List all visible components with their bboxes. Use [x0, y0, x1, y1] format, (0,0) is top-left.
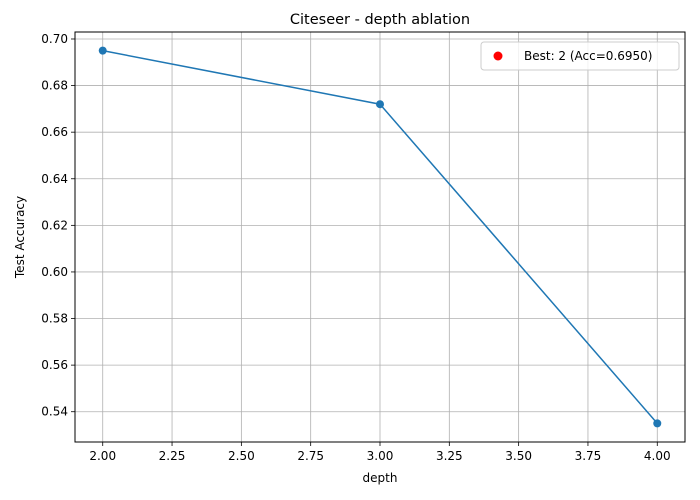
x-tick-label: 4.00 [644, 449, 671, 463]
x-tick-label: 2.00 [89, 449, 116, 463]
legend: Best: 2 (Acc=0.6950) [480, 41, 680, 71]
y-tick-label: 0.56 [41, 358, 68, 372]
y-tick-label: 0.68 [41, 79, 68, 93]
y-tick-label: 0.60 [41, 265, 68, 279]
x-tick-label: 3.75 [575, 449, 602, 463]
data-point [98, 46, 107, 55]
y-tick-label: 0.66 [41, 125, 68, 139]
y-tick-label: 0.58 [41, 312, 68, 326]
grid-layer [75, 32, 685, 442]
x-tick-label: 2.25 [159, 449, 186, 463]
chart-title: Citeseer - depth ablation [290, 12, 470, 28]
data-point [376, 100, 384, 109]
x-tick-label: 3.00 [367, 449, 394, 463]
y-tick-label: 0.70 [41, 32, 68, 46]
legend-label: Best: 2 (Acc=0.6950) [524, 49, 652, 63]
x-tick-label: 3.50 [505, 449, 532, 463]
data-point [653, 419, 662, 428]
y-tick-label: 0.54 [41, 405, 68, 419]
tick-layer: 2.00 2.25 2.50 2.75 3.00 3.25 3.50 3.75 4.00 0.54… [41, 32, 670, 463]
series-layer [98, 46, 662, 428]
legend-box [480, 41, 680, 71]
legend-marker [493, 51, 503, 61]
y-axis-label: Test Accuracy [13, 196, 27, 279]
y-tick-label: 0.64 [41, 172, 68, 186]
y-tick-label: 0.62 [41, 218, 68, 232]
x-tick-label: 2.50 [228, 449, 255, 463]
x-axis-label: depth [363, 471, 398, 485]
x-tick-label: 3.25 [436, 449, 463, 463]
x-tick-label: 2.75 [297, 449, 324, 463]
